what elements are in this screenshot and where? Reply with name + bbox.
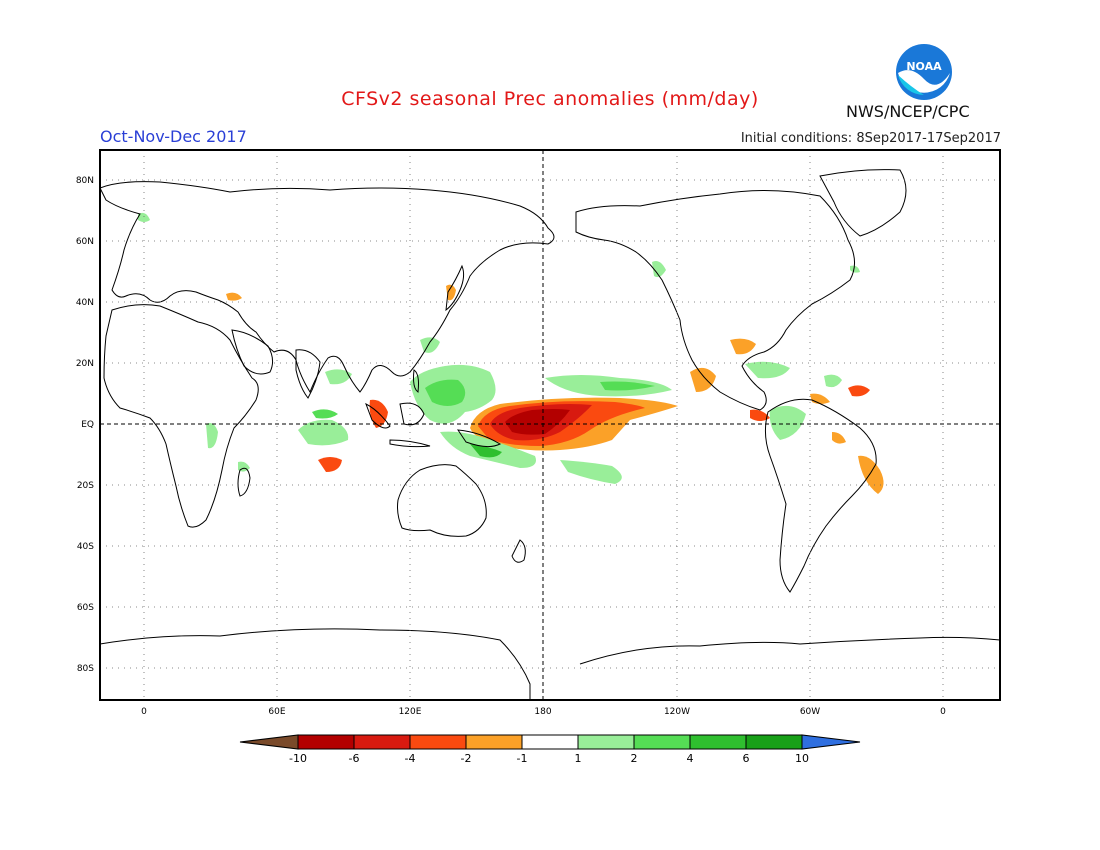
anomaly-dry-atlantic bbox=[848, 385, 870, 397]
lon-label: 0 bbox=[940, 707, 946, 717]
anomaly-dry-japan bbox=[446, 284, 456, 301]
legend-arrow-high bbox=[801, 734, 861, 750]
lon-label: 120E bbox=[399, 707, 422, 717]
coast-java bbox=[389, 439, 431, 448]
forecast-period: Oct-Nov-Dec 2017 bbox=[100, 127, 247, 146]
legend-label: 6 bbox=[743, 752, 750, 765]
lat-label: 40N bbox=[76, 298, 94, 308]
lat-label: 40S bbox=[77, 542, 94, 552]
longitude-labels: 0 60E 120E 180 120W 60W 0 bbox=[141, 707, 946, 717]
anomaly-dry-guiana bbox=[810, 393, 830, 404]
noaa-logo-text: NOAA bbox=[906, 60, 942, 73]
lat-label: 80N bbox=[76, 176, 94, 186]
anomaly-dry-mexico bbox=[690, 367, 716, 392]
initial-conditions: Initial conditions: 8Sep2017-17Sep2017 bbox=[740, 131, 1001, 146]
coast-africa bbox=[103, 304, 259, 528]
coast-greenland bbox=[819, 169, 907, 237]
anomaly-shading bbox=[138, 212, 884, 494]
lon-label: 60W bbox=[800, 707, 820, 717]
coast-india bbox=[295, 349, 321, 399]
legend-swatch bbox=[745, 734, 803, 750]
coast-south-america bbox=[764, 398, 877, 593]
anomaly-wet-alaska bbox=[652, 261, 666, 278]
legend-swatch bbox=[297, 734, 355, 750]
legend-swatch bbox=[577, 734, 635, 750]
legend-swatch bbox=[633, 734, 691, 750]
lon-label: 120W bbox=[664, 707, 690, 717]
lat-label: 60N bbox=[76, 237, 94, 247]
legend-swatch bbox=[353, 734, 411, 750]
anomaly-wet-amazon bbox=[769, 405, 806, 440]
anomaly-wet-indian bbox=[298, 419, 349, 446]
coast-eurasia bbox=[100, 181, 555, 394]
lat-label: 80S bbox=[77, 664, 94, 674]
coast-australia bbox=[397, 464, 487, 537]
coast-arabia bbox=[231, 329, 274, 375]
legend-label: -1 bbox=[517, 752, 528, 765]
anomaly-wet-central-pacific bbox=[560, 460, 622, 484]
legend-label: 1 bbox=[575, 752, 582, 765]
map-title: CFSv2 seasonal Prec anomalies (mm/day) bbox=[341, 88, 759, 110]
legend-swatch bbox=[409, 734, 467, 750]
anomaly-wet-central-america bbox=[745, 361, 790, 379]
lat-label: 20N bbox=[76, 359, 94, 369]
anomaly-dry-brazil bbox=[858, 455, 884, 494]
anomaly-wet-indian-north bbox=[312, 409, 338, 419]
anomaly-wet-north-atlantic bbox=[850, 265, 860, 273]
anomaly-wet-china bbox=[420, 337, 440, 353]
anomaly-dry-mediterranean bbox=[226, 292, 242, 301]
equator-dateline bbox=[100, 150, 1000, 700]
anomaly-wet-northwest-europe bbox=[138, 212, 150, 222]
anomaly-dry-caribbean bbox=[730, 338, 756, 355]
lon-label: 180 bbox=[534, 707, 551, 717]
legend-label: -6 bbox=[349, 752, 360, 765]
lon-label: 0 bbox=[141, 707, 147, 717]
coast-new-guinea bbox=[457, 429, 502, 448]
legend-swatch bbox=[521, 734, 579, 750]
graticule bbox=[100, 150, 1000, 700]
anomaly-dry-east-brazil bbox=[832, 432, 846, 444]
legend-label: 4 bbox=[687, 752, 694, 765]
anomaly-dry-south-indian bbox=[318, 457, 342, 472]
anomaly-wet-atlantic bbox=[824, 374, 842, 388]
legend-label: -4 bbox=[405, 752, 416, 765]
coast-japan bbox=[445, 264, 465, 312]
anomaly-wet-north-pacific-core bbox=[600, 381, 655, 391]
coast-borneo bbox=[399, 402, 425, 426]
coast-madagascar bbox=[237, 467, 251, 497]
anomaly-dry-panama bbox=[750, 409, 770, 421]
lat-label: EQ bbox=[81, 420, 94, 430]
coastlines bbox=[100, 169, 1000, 700]
legend-swatch bbox=[465, 734, 523, 750]
coast-antarctica bbox=[100, 628, 1000, 700]
lat-label: 60S bbox=[77, 603, 94, 613]
anomaly-wet-east-africa bbox=[206, 423, 218, 449]
anomaly-wet-bay-of-bengal bbox=[325, 369, 352, 385]
coast-philippines bbox=[413, 369, 419, 393]
agency-label: NWS/NCEP/CPC bbox=[846, 102, 970, 121]
coast-new-zealand bbox=[511, 539, 526, 563]
legend-label: 10 bbox=[795, 752, 809, 765]
anomaly-dry-pacific-max bbox=[505, 409, 570, 435]
legend-label: -2 bbox=[461, 752, 472, 765]
coast-north-america bbox=[575, 189, 855, 411]
anomaly-wet-newguinea-core bbox=[470, 444, 502, 458]
legend-label: -10 bbox=[289, 752, 307, 765]
legend-swatch bbox=[689, 734, 747, 750]
legend-label: 2 bbox=[631, 752, 638, 765]
lon-label: 60E bbox=[268, 707, 285, 717]
noaa-logo-icon: NOAA bbox=[896, 44, 952, 100]
color-legend: -10 -6 -4 -2 -1 1 2 4 6 10 bbox=[239, 734, 861, 765]
legend-arrow-low bbox=[239, 734, 299, 750]
anomaly-wet-maritime-core bbox=[425, 379, 466, 406]
latitude-labels: 80N 60N 40N 20N EQ 20S 40S 60S 80S bbox=[76, 176, 94, 674]
lat-label: 20S bbox=[77, 481, 94, 491]
map-frame bbox=[99, 149, 1001, 701]
